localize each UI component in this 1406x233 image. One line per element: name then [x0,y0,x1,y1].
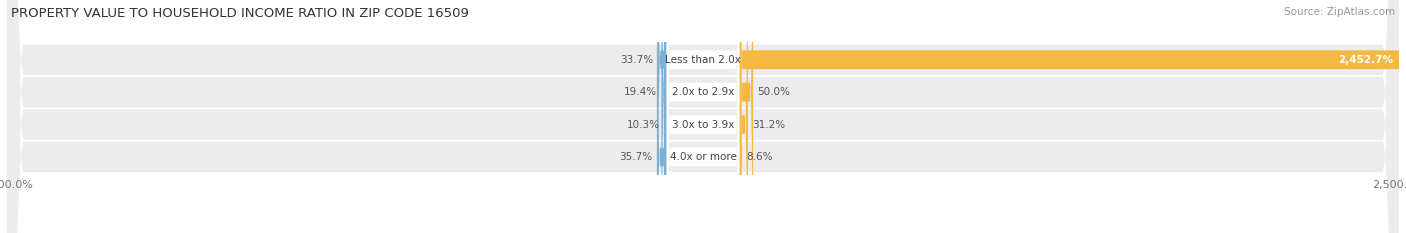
FancyBboxPatch shape [666,0,740,233]
Text: 35.7%: 35.7% [620,152,652,162]
FancyBboxPatch shape [740,0,1406,233]
Text: 8.6%: 8.6% [745,152,772,162]
Text: 2,452.7%: 2,452.7% [1339,55,1393,65]
FancyBboxPatch shape [664,0,668,233]
Text: 31.2%: 31.2% [752,120,785,130]
FancyBboxPatch shape [740,0,754,233]
FancyBboxPatch shape [657,0,666,233]
FancyBboxPatch shape [7,0,1399,233]
FancyBboxPatch shape [666,0,740,233]
Text: 3.0x to 3.9x: 3.0x to 3.9x [672,120,734,130]
Text: Less than 2.0x: Less than 2.0x [665,55,741,65]
FancyBboxPatch shape [666,0,740,233]
Legend: Without Mortgage, With Mortgage: Without Mortgage, With Mortgage [583,232,823,233]
Text: 33.7%: 33.7% [620,55,654,65]
Text: Source: ZipAtlas.com: Source: ZipAtlas.com [1284,7,1395,17]
Text: PROPERTY VALUE TO HOUSEHOLD INCOME RATIO IN ZIP CODE 16509: PROPERTY VALUE TO HOUSEHOLD INCOME RATIO… [11,7,470,20]
FancyBboxPatch shape [7,0,1399,233]
FancyBboxPatch shape [661,0,666,233]
Text: 10.3%: 10.3% [627,120,659,130]
FancyBboxPatch shape [666,0,740,233]
Text: 2.0x to 2.9x: 2.0x to 2.9x [672,87,734,97]
FancyBboxPatch shape [738,0,742,233]
FancyBboxPatch shape [7,0,1399,233]
FancyBboxPatch shape [7,0,1399,233]
FancyBboxPatch shape [658,0,666,233]
Text: 50.0%: 50.0% [758,87,790,97]
Text: 19.4%: 19.4% [624,87,657,97]
FancyBboxPatch shape [740,0,748,233]
Text: 4.0x or more: 4.0x or more [669,152,737,162]
